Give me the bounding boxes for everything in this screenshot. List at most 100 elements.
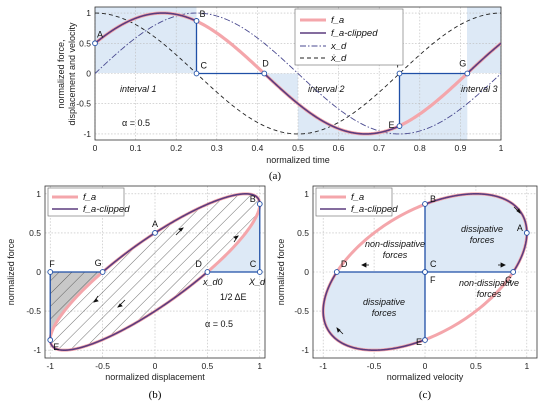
point-E xyxy=(422,337,428,343)
tick-x: 0.5 xyxy=(201,361,213,371)
point-label-A: A xyxy=(97,29,103,39)
arrows-b xyxy=(93,227,239,308)
panel-a-negative-shade xyxy=(264,73,468,140)
legend-b: f_a f_a-clipped xyxy=(47,187,130,217)
panel-b-frame xyxy=(44,185,266,359)
annotation-interval-3: interval 3 xyxy=(461,84,498,94)
panel-c: -1 -0.5 0 0.5 1 1 0.5 0 -0.5 -1 A B C D E F G non-dissi… xyxy=(276,185,538,401)
point-label-E: E xyxy=(389,120,395,130)
point-label-B: B xyxy=(200,9,206,19)
tick-y: -1 xyxy=(33,345,41,355)
tick-x: 0.9 xyxy=(454,143,466,153)
point-label-A: A xyxy=(152,219,158,229)
panel-c-upper-dissipative xyxy=(425,193,527,272)
annotation-interval-1: interval 1 xyxy=(120,84,157,94)
point-label-G: G xyxy=(95,258,102,268)
point-label-D: D xyxy=(341,259,348,269)
tick-x: 0.4 xyxy=(251,143,263,153)
annotation-d-lower-1: dissipative xyxy=(363,297,405,307)
caption-c: (c) xyxy=(419,389,432,401)
legend-a-xd: x_d xyxy=(330,41,347,52)
tick-x: 0.3 xyxy=(211,143,223,153)
tick-y: -0.5 xyxy=(294,306,309,316)
annotation-nd-lower-1: non-dissipative xyxy=(459,278,519,288)
legend-b-fa-clipped: f_a-clipped xyxy=(83,204,130,215)
tick-x: 0.1 xyxy=(130,143,142,153)
point-label-F: F xyxy=(49,259,55,269)
annotation-Xd: X_d xyxy=(248,277,266,287)
point-A xyxy=(152,230,158,236)
point-D xyxy=(261,70,268,77)
annotation-d-upper-1: dissipative xyxy=(461,224,503,234)
annotation-d-upper-2: forces xyxy=(470,235,495,245)
point-B xyxy=(422,201,428,207)
series-vd-line xyxy=(95,12,501,135)
tick-y: -0.5 xyxy=(76,99,91,109)
ylabel-a-line1: normalized force, xyxy=(56,39,66,108)
tick-x: 0.6 xyxy=(333,143,345,153)
point-F xyxy=(396,70,403,77)
point-A xyxy=(92,40,98,47)
legend-c-fa-clipped: f_a-clipped xyxy=(351,204,398,215)
tick-x: 0.5 xyxy=(470,361,482,371)
panel-c-ticks: -1 -0.5 0 0.5 1 1 0.5 0 -0.5 -1 xyxy=(294,189,529,371)
tick-x: -1 xyxy=(319,361,327,371)
point-D xyxy=(333,269,340,275)
annotation-xd0: x_d0 xyxy=(202,277,223,287)
point-G xyxy=(464,70,471,77)
point-E xyxy=(47,337,54,343)
tick-y: 0.5 xyxy=(29,228,41,238)
tick-y: 0 xyxy=(36,267,41,277)
tick-x: 1 xyxy=(499,143,504,153)
point-E xyxy=(396,123,403,129)
panel-a-shading xyxy=(95,7,501,140)
point-label-C: C xyxy=(250,259,257,269)
point-label-C: C xyxy=(430,259,437,269)
tick-y: 1 xyxy=(86,8,91,18)
legend-a-fa-clipped: f_a-clipped xyxy=(331,28,378,39)
annotation-interval-2: interval 2 xyxy=(308,84,345,94)
series-fa-clipped-line-b xyxy=(49,193,261,351)
panel-b-points: A B C D E F G xyxy=(47,194,263,352)
panel-c-frame xyxy=(312,185,538,359)
panel-a: 0 0.1 0.2 0.3 0.4 0.5 0.6 0.7 0.8 0.9 1 1 0.5 0 -0.5 -1… xyxy=(56,6,504,182)
point-label-F: F xyxy=(430,275,436,285)
annotation-d-lower-2: forces xyxy=(372,308,397,318)
tick-x: 0.5 xyxy=(292,143,304,153)
legend-b-fa: f_a xyxy=(83,192,96,203)
tick-x: 1 xyxy=(257,361,262,371)
annotation-alpha-b: α = 0.5 xyxy=(205,319,233,329)
tick-x: 0 xyxy=(153,361,158,371)
tick-x: 0 xyxy=(423,361,428,371)
legend-c-fa: f_a xyxy=(351,192,364,203)
tick-x: 1 xyxy=(524,361,529,371)
point-C xyxy=(193,70,200,77)
point-A xyxy=(523,230,530,236)
point-label-G: G xyxy=(505,275,512,285)
point-label-E: E xyxy=(53,342,59,352)
xlabel-a: normalized time xyxy=(266,155,330,165)
annotation-nd-upper-1: non-dissipative xyxy=(365,239,425,249)
caption-b: (b) xyxy=(149,389,162,401)
tick-y: -1 xyxy=(301,345,309,355)
point-G xyxy=(99,269,106,275)
series-xd-line xyxy=(95,12,501,135)
tick-y: 1 xyxy=(36,189,41,199)
tick-x: 0.8 xyxy=(414,143,426,153)
legend-a-vd: ẋ_d xyxy=(330,53,347,64)
ylabel-b: normalized force xyxy=(6,239,16,306)
point-label-A: A xyxy=(517,223,523,233)
point-label-C: C xyxy=(201,61,208,71)
point-B xyxy=(193,18,200,24)
tick-y: 0 xyxy=(86,69,91,79)
series-fa-clipped-line-c xyxy=(322,193,528,351)
xlabel-c: normalized velocity xyxy=(387,372,464,382)
tick-y: -1 xyxy=(83,129,91,139)
ylabel-a-line2: displacement and velocity xyxy=(67,22,77,126)
tick-x: 0 xyxy=(93,143,98,153)
point-G xyxy=(510,269,517,275)
point-B xyxy=(256,201,263,207)
point-label-D: D xyxy=(195,259,202,269)
point-D xyxy=(204,269,211,275)
